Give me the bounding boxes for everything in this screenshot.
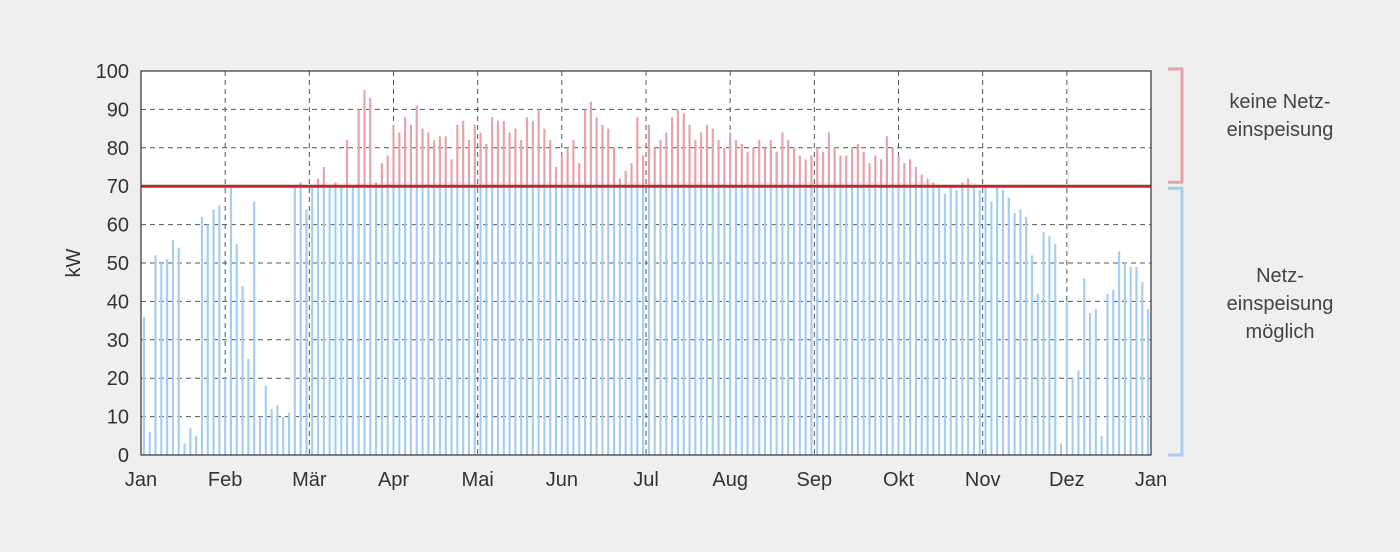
x-tick-label: Sep: [797, 469, 833, 491]
y-tick-label: 90: [107, 99, 129, 121]
y-tick-label: 0: [118, 445, 129, 467]
y-tick-label: 50: [107, 253, 129, 275]
x-tick-label: Mai: [462, 469, 494, 491]
x-tick-label: Dez: [1049, 469, 1085, 491]
label-feed-in-possible: Netz- einspeisung möglich: [1226, 265, 1334, 343]
x-tick-label: Apr: [378, 469, 409, 491]
x-tick-label: Nov: [965, 469, 1001, 491]
y-tick-label: 70: [107, 176, 129, 198]
x-tick-label: Jun: [546, 469, 578, 491]
y-tick-label: 100: [96, 61, 129, 83]
x-tick-label: Aug: [712, 469, 748, 491]
plot-frame: [140, 70, 1152, 456]
x-tick-label: Jul: [633, 469, 659, 491]
x-tick-label: Jan: [1135, 469, 1167, 491]
bracket-top: [1168, 67, 1184, 184]
y-tick-label: 20: [107, 368, 129, 390]
y-axis-label: kW: [63, 248, 85, 277]
x-tick-label: Jan: [125, 469, 157, 491]
y-tick-label: 10: [107, 407, 129, 429]
x-tick-label: Okt: [883, 469, 915, 491]
x-tick-label: Feb: [208, 469, 242, 491]
bracket-bottom: [1168, 186, 1184, 457]
y-tick-label: 40: [107, 291, 129, 313]
y-tick-label: 30: [107, 330, 129, 352]
label-no-feed-in: keine Netz- einspeisung: [1226, 91, 1334, 141]
y-tick-label: 80: [107, 138, 129, 160]
x-tick-label: Mär: [292, 469, 327, 491]
y-tick-label: 60: [107, 215, 129, 237]
